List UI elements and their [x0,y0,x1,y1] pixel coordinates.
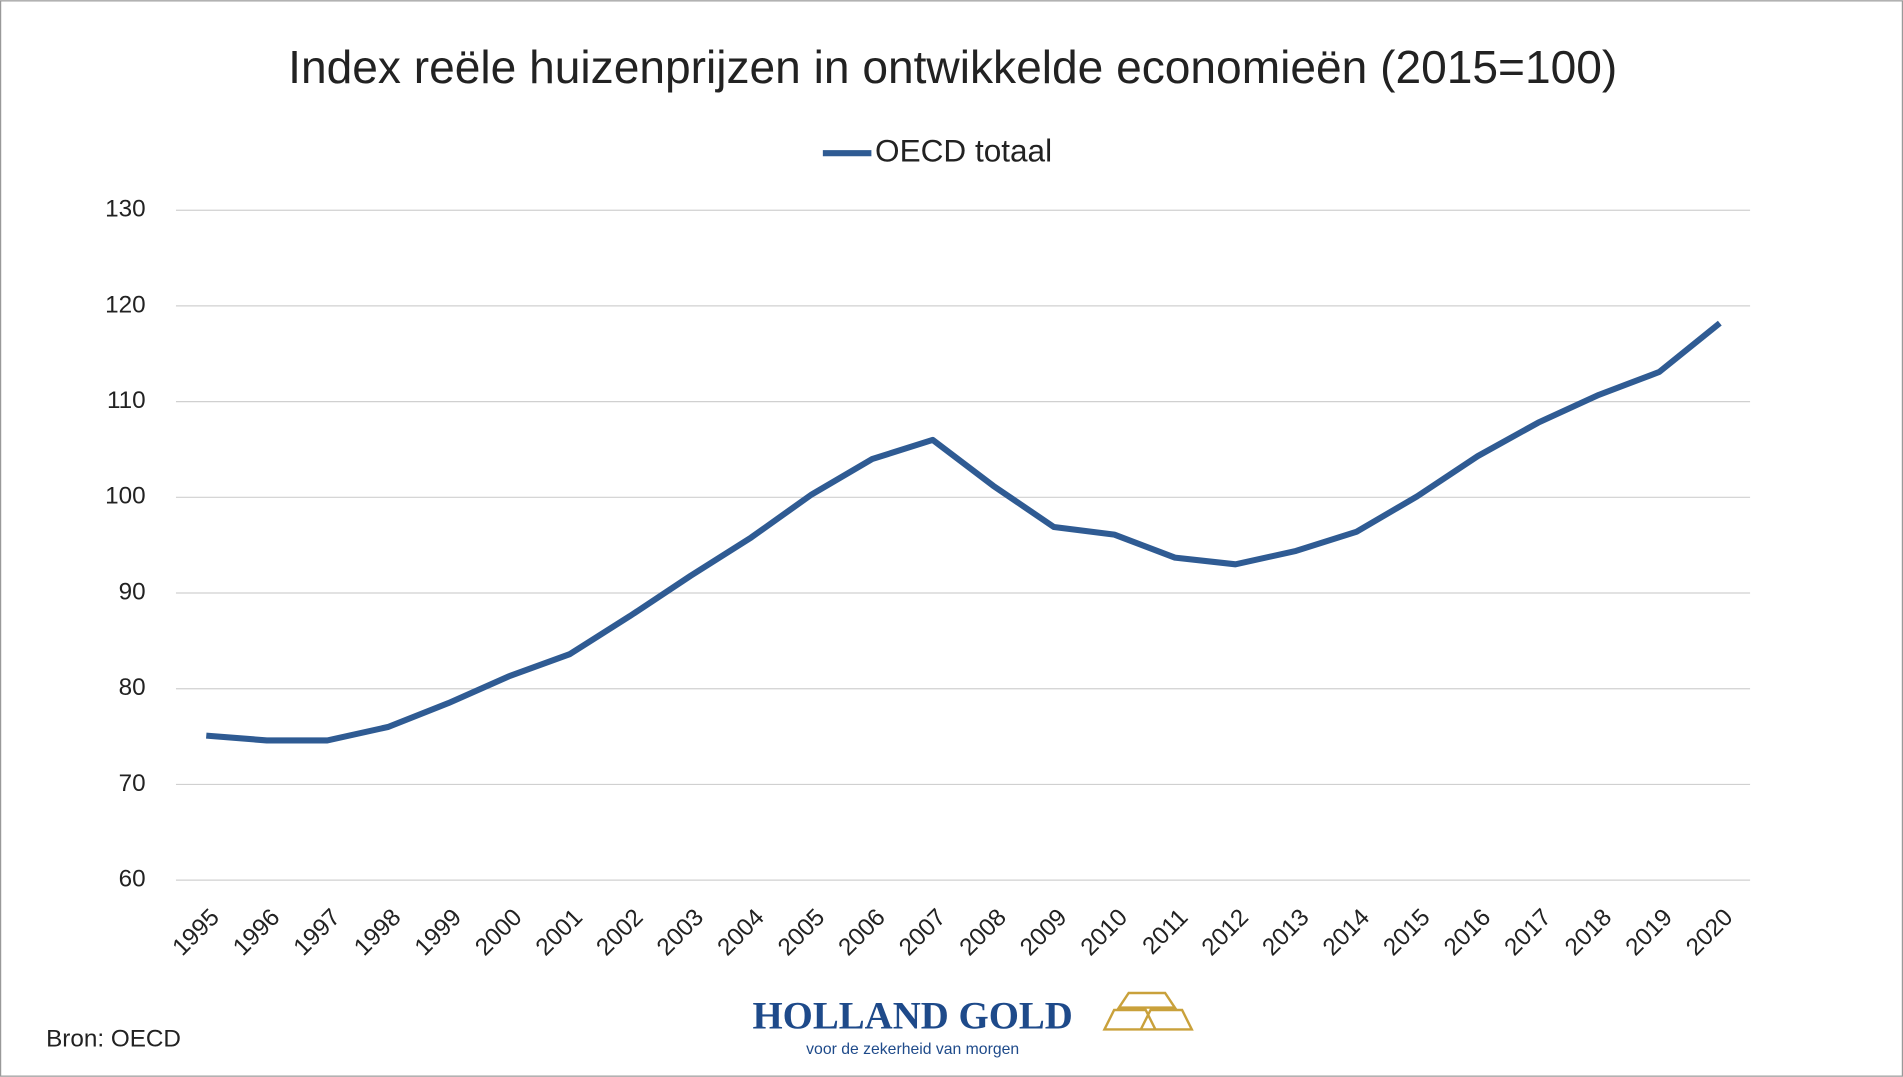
y-tick-label: 70 [119,770,146,797]
logo-icon [1102,991,1194,1031]
y-tick-label: 120 [105,291,146,318]
y-tick-label: 110 [107,387,146,414]
logo-tagline: voor de zekerheid van morgen [806,1041,1019,1058]
legend: OECD totaal [822,132,1052,168]
y-tick-label: 100 [105,483,146,510]
data-line [206,320,1722,744]
y-tick-label: 80 [119,674,146,701]
y-tick-label: 60 [119,866,146,893]
logo-name: HOLLAND GOLD [752,995,1072,1038]
y-tick-label: 130 [105,196,146,223]
legend-label: OECD totaal [875,132,1052,168]
chart-title: Index reële huizenprijzen in ontwikkelde… [288,41,1617,93]
y-tick-label: 90 [119,578,146,605]
source: Bron: OECD [46,1026,181,1053]
